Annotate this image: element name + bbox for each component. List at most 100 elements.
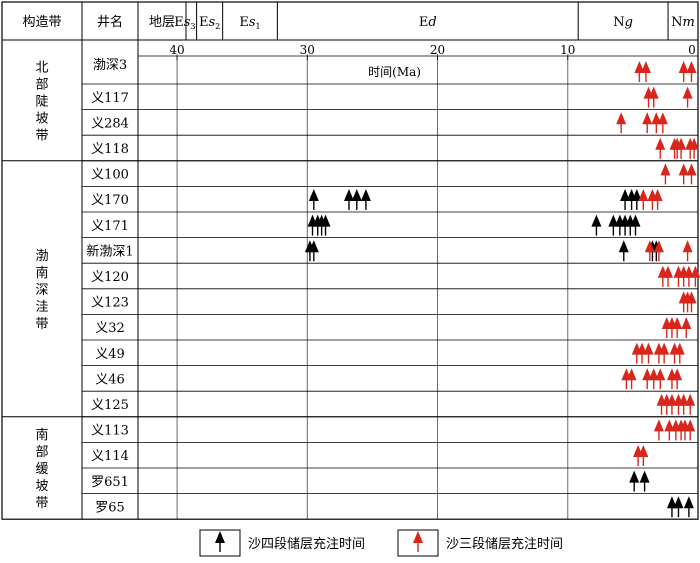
strata-label-Ng: Ng [613,15,633,30]
zone-name: 南部缓坡带 [35,427,48,511]
sha3-charge-marker [689,137,700,159]
well-name: 义118 [91,142,129,157]
arrow-head [638,189,649,201]
sha3-charge-marker [657,112,668,134]
arrow-head [686,61,697,73]
well-name: 义46 [95,372,125,387]
row-labels: 渤深3 义117 义284 义118 义100 义170 义171 新渤深1 义120 义123 义… [35,57,133,515]
sha3-charge-marker [640,61,651,82]
sha3-charge-marker [626,368,637,390]
well-name: 义49 [95,347,125,362]
sha3-charge-marker [638,189,649,210]
arrow-head [631,189,642,201]
header-row: 构造带 井名 地层 Es3 Es2 Es1 Ed Ng Nm [22,2,695,40]
arrow-head [351,189,362,201]
arrow-head [648,368,659,381]
sha3-charge-marker [682,240,693,262]
well-name: 罗65 [95,500,125,515]
sha4-charge-marker [666,496,677,518]
sha3-charge-marker [678,163,689,185]
sha4-charge-marker [673,496,684,518]
time-axis: 40 30 20 10 0 时间(Ma) [138,43,699,79]
sha3-charge-marker [653,419,664,441]
sha3-charge-marker [672,317,683,338]
arrow-head [653,240,664,253]
arrow-head [651,112,662,125]
sha3-charge-marker [660,163,671,185]
arrow-head [308,189,319,201]
arrow-head [685,419,696,432]
sha3-charge-marker [686,291,697,313]
arrow-head [608,214,619,227]
sha4-charge-marker [591,214,602,236]
arrow-head [686,291,697,304]
sha3-charge-marker [672,368,683,390]
well-name: 渤深3 [93,57,127,73]
strata-label-Es1: Es1 [239,15,260,31]
arrow-head [666,393,677,406]
sha3-charge-marker [685,419,696,441]
sha3-charge-marker [643,342,654,364]
sha3-charge-marker [685,393,696,415]
arrow-head [640,61,651,73]
sha3-charge-marker [690,265,700,287]
sha3-charge-marker [637,342,647,364]
sha3-charge-marker [682,86,693,108]
sha4-charge-marker [343,189,354,210]
arrow-head [642,112,653,125]
sha3-charge-marker [659,342,670,364]
well-name: 义123 [91,296,129,311]
arrow-head [638,445,649,457]
arrow-head [215,531,225,543]
sha3-charge-marker [648,86,659,108]
sha3-charge-marker [681,317,692,338]
well-column-header: 井名 [97,14,123,30]
sha3-charge-marker [666,393,677,415]
well-name: 义117 [91,91,129,106]
strata-label-Nm: Nm [671,15,695,30]
sha3-charge-marker [634,61,645,82]
arrow-head [652,189,663,201]
arrow-head [642,368,653,381]
charge-markers [304,61,700,518]
arrow-head [591,214,602,227]
strata-label-Ed: Ed [419,15,437,30]
sha3-charge-marker [648,368,659,390]
sha3-charge-marker [686,163,697,185]
arrow-head [659,342,670,355]
arrow-head [674,342,685,355]
tick-label-20: 20 [430,43,445,57]
well-name: 罗651 [91,475,129,490]
sha4-charge-marker [360,189,371,210]
legend-label: 沙三段储层充注时间 [446,536,563,552]
arrow-head [320,214,331,227]
arrow-head [360,189,371,201]
arrow-head [655,137,666,150]
sha3-charge-marker [663,265,674,287]
arrow-head [616,112,627,125]
arrow-head [629,470,640,483]
strata-label-Es2: Es2 [199,15,220,31]
strata-column-header: 地层 [149,15,175,30]
sha3-charge-marker [686,61,697,82]
arrow-head [626,368,637,381]
well-name: 义32 [95,321,125,336]
arrow-head [689,137,700,150]
tick-label-30: 30 [300,43,315,57]
arrow-head [664,419,675,432]
well-name: 义120 [91,270,129,285]
table-border [1,1,699,520]
arrow-head [673,496,684,509]
arrow-head [644,240,655,253]
legend-arrow-icon [215,531,225,552]
zone-column-header: 构造带 [22,15,61,30]
well-name: 义125 [91,398,129,413]
arrow-head [630,214,641,227]
arrow-head [685,393,696,406]
arrow-head [683,265,694,278]
sha3-charge-marker [642,112,653,134]
arrow-head [676,137,687,150]
arrow-head [663,265,674,278]
arrow-head [690,265,700,278]
arrow-head [672,368,683,381]
